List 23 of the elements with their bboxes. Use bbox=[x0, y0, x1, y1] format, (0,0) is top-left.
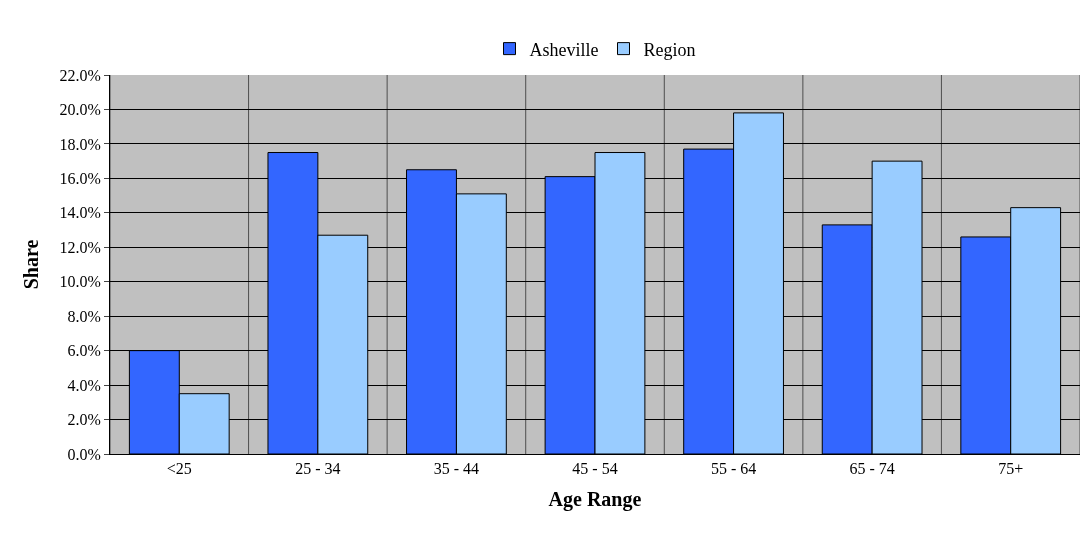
y-tick-label: 22.0% bbox=[59, 66, 101, 84]
y-axis-title: Share bbox=[19, 239, 42, 290]
y-tick-label: 20.0% bbox=[59, 101, 101, 119]
y-tick-label: 4.0% bbox=[67, 376, 101, 394]
y-tick-label: 2.0% bbox=[67, 411, 101, 429]
x-tick-label: 55 - 64 bbox=[710, 460, 757, 478]
y-tick-label: 14.0% bbox=[59, 204, 101, 222]
x-tick-label: 45 - 54 bbox=[572, 460, 618, 478]
x-tick-label: <25 bbox=[166, 460, 192, 478]
legend-label: Asheville bbox=[529, 39, 599, 60]
y-tick-label: 16.0% bbox=[59, 169, 101, 187]
x-tick-label: 35 - 44 bbox=[433, 460, 480, 478]
x-tick-label: 25 - 34 bbox=[295, 460, 341, 478]
legend-label: Region bbox=[643, 39, 696, 60]
y-tick-label: 10.0% bbox=[59, 273, 101, 291]
x-tick-label: 65 - 74 bbox=[849, 460, 895, 478]
y-tick-label: 12.0% bbox=[59, 238, 101, 256]
y-tick-label: 18.0% bbox=[59, 135, 101, 153]
y-tick-label: 6.0% bbox=[67, 342, 101, 360]
y-tick-label: 8.0% bbox=[67, 307, 101, 325]
x-axis-title: Age Range bbox=[548, 487, 642, 511]
y-tick-label: 0.0% bbox=[67, 445, 101, 463]
x-tick-label: 75+ bbox=[998, 460, 1024, 478]
